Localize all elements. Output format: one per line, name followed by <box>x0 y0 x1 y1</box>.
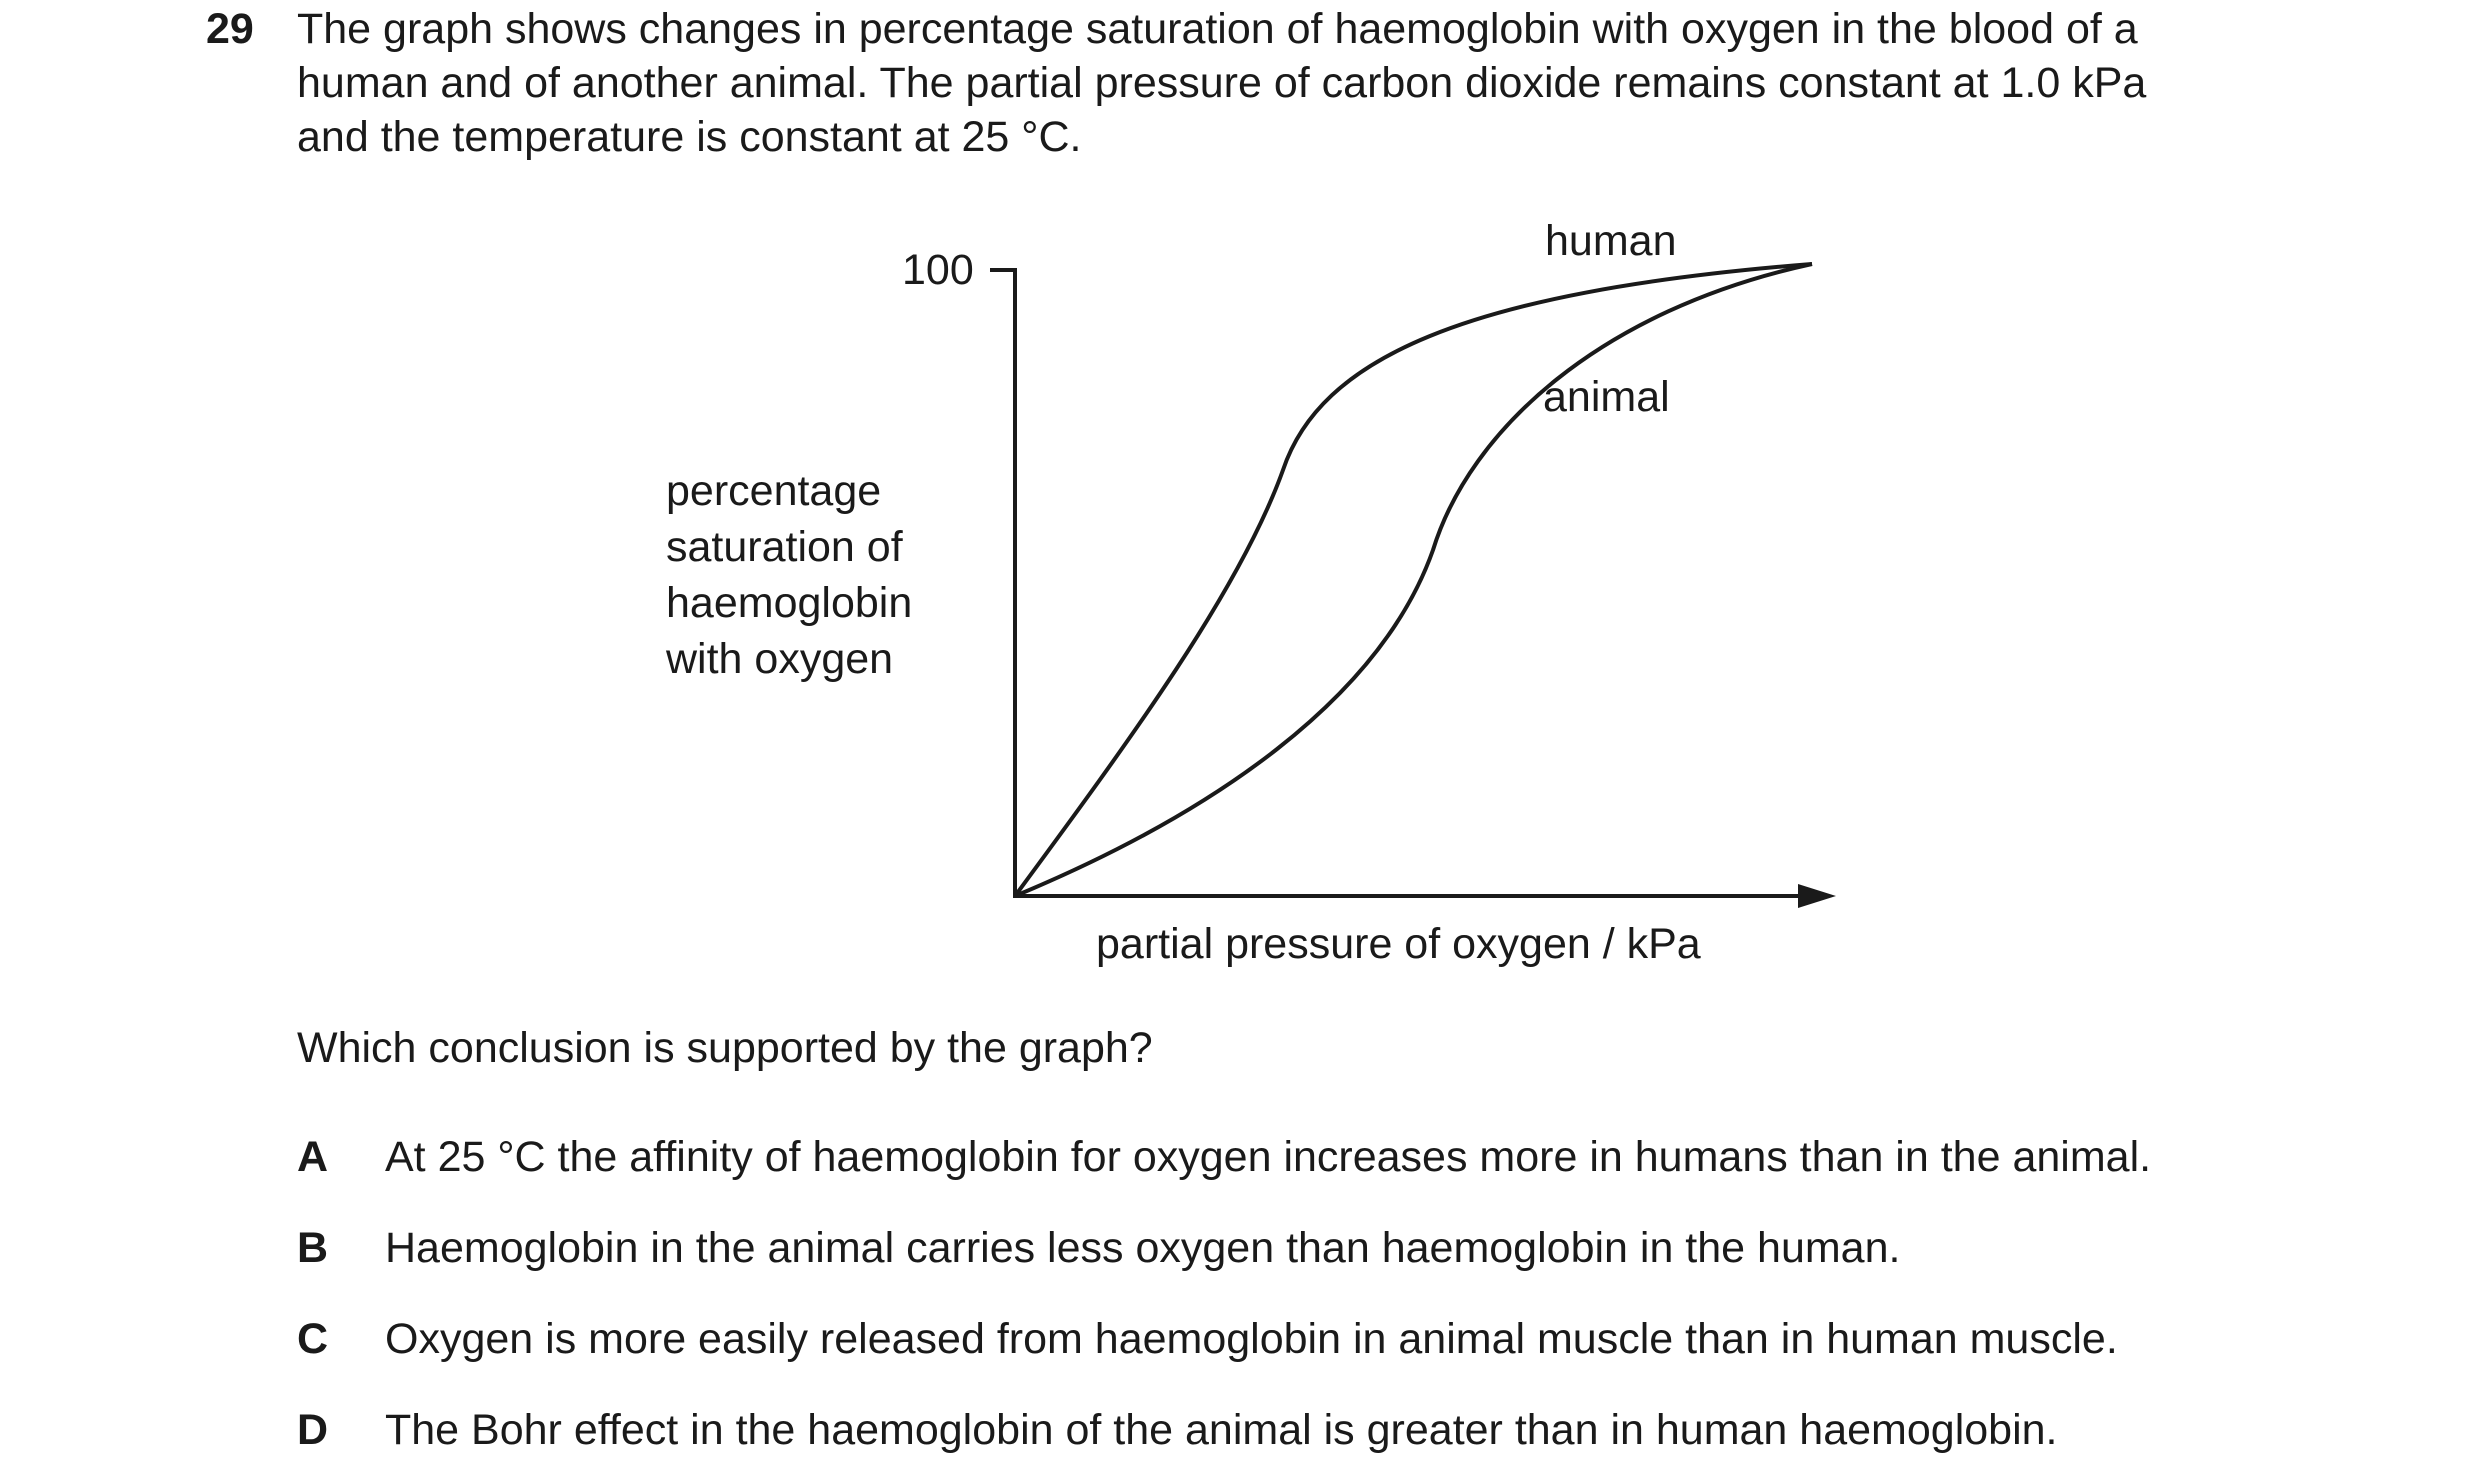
option-text: At 25 °C the affinity of haemoglobin for… <box>385 1133 2152 1181</box>
question-number: 29 <box>206 5 254 53</box>
option-text: The Bohr effect in the haemoglobin of th… <box>385 1406 2058 1454</box>
x-axis-arrow <box>1798 884 1836 908</box>
option-a[interactable]: A At 25 °C the affinity of haemoglobin fo… <box>297 1130 2151 1184</box>
y-axis-label-line: saturation of <box>666 523 903 571</box>
y-axis-label: percentage saturation of haemoglobin wit… <box>666 463 912 687</box>
question-stem: The graph shows changes in percentage sa… <box>297 2 2146 164</box>
y-tick-label-100: 100 <box>902 246 974 294</box>
stem-line: and the temperature is constant at 25 °C… <box>297 113 1082 161</box>
y-axis-label-line: percentage <box>666 467 882 515</box>
y-axis-label-line: with oxygen <box>666 635 894 683</box>
option-text: Oxygen is more easily released from haem… <box>385 1315 2118 1363</box>
option-letter: B <box>297 1224 329 1272</box>
option-letter: A <box>297 1133 329 1181</box>
animal-curve-label: animal <box>1543 373 1670 421</box>
option-b[interactable]: B Haemoglobin in the animal carries less … <box>297 1221 1900 1275</box>
option-c[interactable]: C Oxygen is more easily released from hae… <box>297 1312 2118 1366</box>
option-letter: C <box>297 1315 329 1363</box>
option-text: Haemoglobin in the animal carries less o… <box>385 1224 1901 1272</box>
question-prompt: Which conclusion is supported by the gra… <box>297 1024 1153 1072</box>
option-letter: D <box>297 1406 329 1454</box>
human-curve <box>1013 262 1813 898</box>
stem-line: The graph shows changes in percentage sa… <box>297 5 2138 53</box>
human-curve-label: human <box>1545 217 1677 265</box>
stem-line: human and of another animal. The partial… <box>297 59 2147 107</box>
option-d[interactable]: D The Bohr effect in the haemoglobin of t… <box>297 1403 2058 1457</box>
animal-curve <box>1014 262 1813 898</box>
x-axis-label: partial pressure of oxygen / kPa <box>1096 920 1701 968</box>
y-axis-label-line: haemoglobin <box>666 579 913 627</box>
